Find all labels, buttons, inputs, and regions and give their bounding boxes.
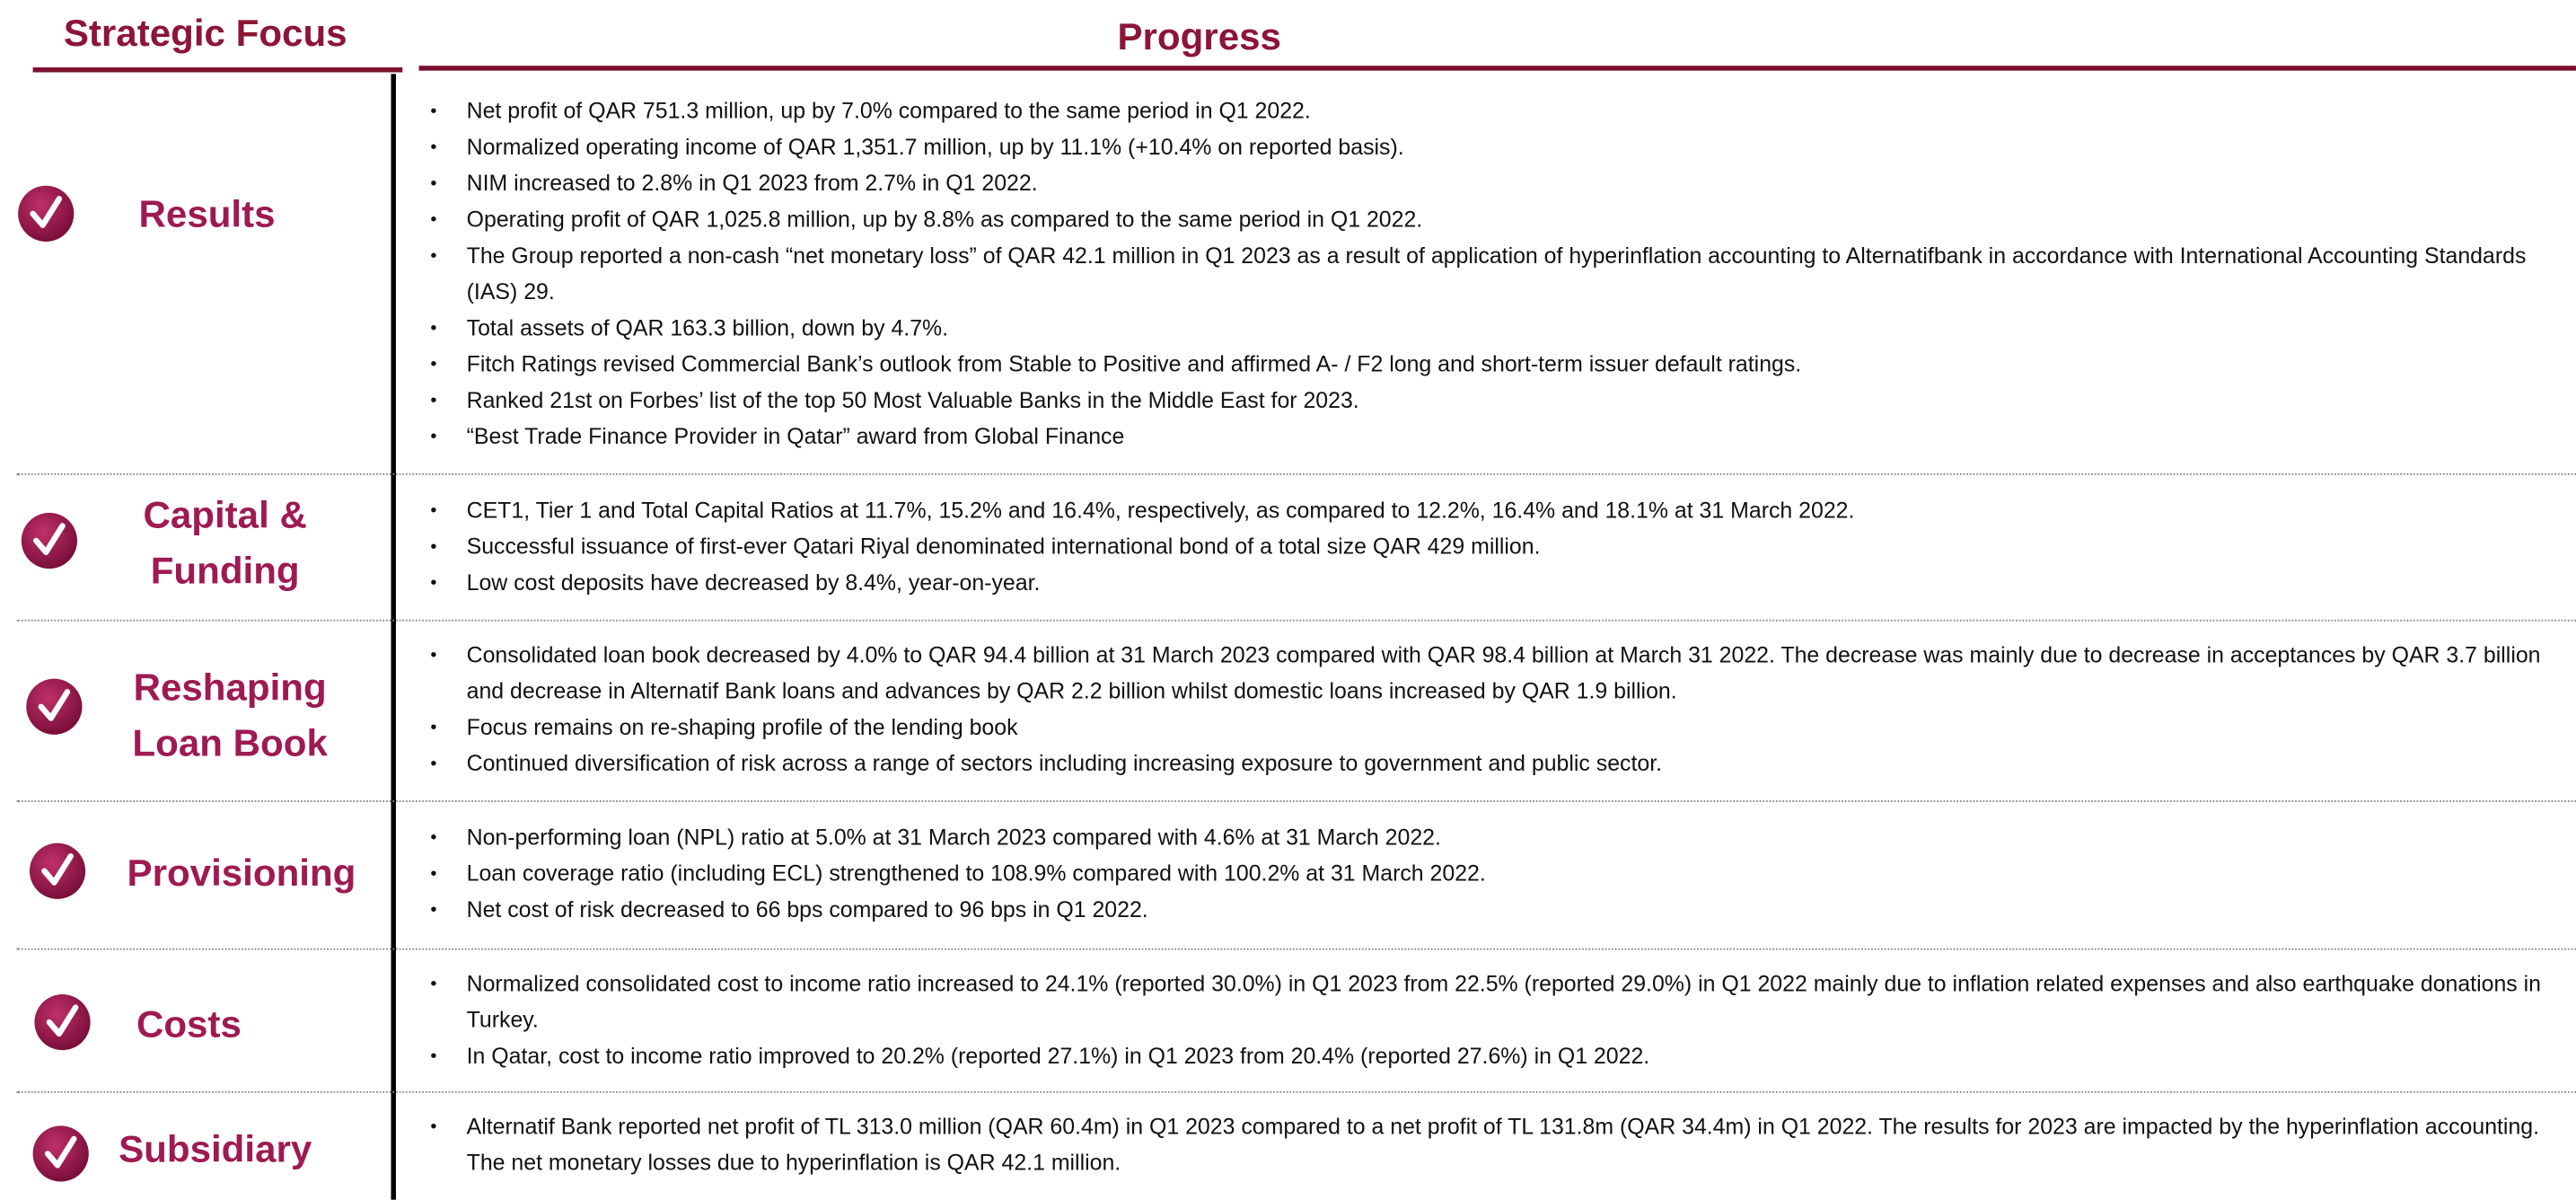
bullet-item: Consolidated loan book decreased by 4.0%… — [430, 638, 2566, 710]
column-divider — [391, 74, 396, 1200]
focus-line: Results — [138, 192, 276, 235]
bullet-list: Net profit of QAR 751.3 million, up by 7… — [430, 81, 2566, 467]
progress-header: Progress — [1117, 14, 1281, 58]
header-rule — [418, 66, 2576, 71]
bullet-item: NIM increased to 2.8% in Q1 2023 from 2.… — [430, 165, 2566, 201]
bullet-list: Normalized consolidated cost to income r… — [430, 955, 2566, 1085]
check-circle — [34, 993, 91, 1051]
check-icon — [33, 993, 92, 1052]
check-svg — [21, 512, 77, 569]
focus-label: Reshaping Loan Book — [132, 659, 327, 771]
check-icon — [16, 184, 75, 243]
bullet-list: Non-performing loan (NPL) ratio at 5.0% … — [430, 807, 2566, 941]
focus-line: Reshaping — [133, 666, 327, 709]
focus-label: Capital & Funding — [143, 487, 306, 598]
bullet-item: Net cost of risk decreased to 66 bps com… — [430, 893, 2566, 929]
check-circle — [18, 185, 75, 242]
bullet-item: Low cost deposits have decreased by 8.4%… — [430, 565, 2566, 601]
focus-label: Costs — [136, 996, 242, 1052]
check-circle — [29, 843, 86, 899]
row-separator — [16, 1090, 2576, 1093]
focus-line: Provisioning — [127, 851, 356, 895]
check-mark — [46, 1004, 79, 1037]
bullet-item: Normalized operating income of QAR 1,351… — [430, 129, 2566, 165]
bullet-item: CET1, Tier 1 and Total Capital Ratios at… — [430, 492, 2566, 528]
check-circle — [32, 1125, 89, 1182]
check-mark — [33, 523, 66, 555]
check-mark — [30, 196, 63, 228]
bullet-item: Fitch Ratings revised Commercial Bank’s … — [430, 346, 2566, 382]
focus-line: Loan Book — [132, 721, 328, 764]
check-svg — [29, 843, 86, 899]
bullet-item: Non-performing loan (NPL) ratio at 5.0% … — [430, 820, 2566, 856]
header-rule — [32, 67, 403, 73]
bullet-item: Ranked 21st on Forbes’ list of the top 5… — [430, 382, 2566, 418]
check-svg — [32, 1125, 89, 1182]
bullet-item: “Best Trade Finance Provider in Qatar” a… — [430, 419, 2566, 454]
check-icon — [24, 677, 84, 737]
bullet-list: CET1, Tier 1 and Total Capital Ratios at… — [430, 480, 2566, 613]
bullet-item: In Qatar, cost to income ratio improved … — [430, 1037, 2566, 1073]
bullet-item: Alternatif Bank reported net profit of T… — [430, 1109, 2566, 1182]
focus-header: Strategic Focus — [63, 11, 347, 55]
bullet-item: Operating profit of QAR 1,025.8 million,… — [430, 201, 2566, 237]
check-icon — [28, 842, 87, 901]
check-mark — [38, 689, 71, 721]
bullet-item: The Group reported a non-cash “net monet… — [430, 237, 2566, 310]
check-svg — [18, 185, 75, 242]
focus-label: Results — [139, 186, 276, 242]
bullet-item: Successful issuance of first-ever Qatari… — [430, 528, 2566, 564]
check-circle — [26, 678, 83, 735]
check-icon — [31, 1125, 91, 1184]
bullet-item: Continued diversification of risk across… — [430, 746, 2566, 782]
bullet-list: Consolidated loan book decreased by 4.0%… — [430, 626, 2566, 794]
bullet-item: Total assets of QAR 163.3 billion, down … — [430, 310, 2566, 346]
bullet-item: Focus remains on re-shaping profile of t… — [430, 710, 2566, 746]
focus-line: Costs — [136, 1002, 242, 1046]
focus-line: Capital & — [143, 492, 307, 536]
bullet-item: Net profit of QAR 751.3 million, up by 7… — [430, 93, 2566, 128]
row-separator — [16, 619, 2576, 622]
bullet-item: Normalized consolidated cost to income r… — [430, 966, 2566, 1038]
check-mark — [44, 1135, 77, 1169]
check-svg — [26, 678, 83, 735]
bullet-list: Alternatif Bank reported net profit of T… — [430, 1098, 2566, 1193]
check-circle — [21, 512, 77, 569]
row-separator — [16, 472, 2576, 475]
row-separator — [16, 948, 2576, 950]
focus-line: Subsidiary — [119, 1127, 312, 1170]
focus-line: Funding — [150, 549, 300, 592]
check-icon — [20, 511, 79, 570]
focus-label: Provisioning — [127, 844, 356, 900]
check-mark — [41, 853, 74, 886]
focus-label: Subsidiary — [119, 1121, 312, 1177]
check-svg — [34, 993, 91, 1051]
bullet-item: Loan coverage ratio (including ECL) stre… — [430, 856, 2566, 892]
row-separator — [16, 800, 2576, 802]
